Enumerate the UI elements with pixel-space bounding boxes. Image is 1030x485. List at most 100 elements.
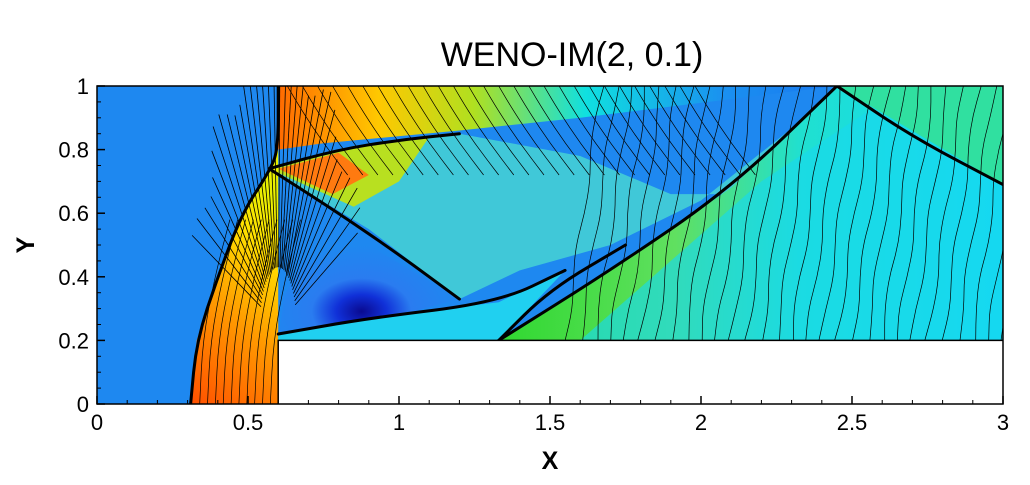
contour-right-line — [975, 86, 1003, 341]
contour-fan-line — [191, 235, 262, 307]
contour-right-line — [622, 86, 660, 341]
shock-lines — [189, 86, 1003, 404]
contour-top-line — [619, 86, 681, 176]
contour-bow-line — [230, 219, 262, 404]
contour-right-line — [869, 86, 907, 341]
x-tick-label: 0 — [91, 410, 103, 435]
y-axis: 0 0.2 0.4 0.6 0.8 1 — [58, 74, 105, 417]
forward-facing-step — [278, 340, 1003, 404]
y-tick-label: 0.2 — [58, 328, 89, 353]
contour-top-line — [453, 86, 515, 176]
expansion-shock — [267, 167, 461, 301]
contour-bow-line — [215, 219, 246, 404]
contour-fan-line — [246, 86, 273, 271]
contour-right-line — [597, 86, 633, 341]
contour-right-line — [714, 86, 750, 341]
contour-right-line — [762, 86, 801, 341]
contour-top-line — [483, 86, 545, 176]
contour-fan-line — [279, 86, 288, 268]
contour-top-line — [347, 86, 409, 176]
contour-fan-line — [260, 86, 275, 269]
contour-bow-line — [246, 219, 278, 404]
contour-top-line — [634, 86, 696, 176]
contour-fan-line — [290, 136, 337, 284]
region-bow — [190, 149, 279, 404]
contour-top-line — [543, 86, 605, 176]
region-upper-right — [836, 86, 1003, 185]
contour-bow-line — [199, 219, 231, 404]
contour-fan-line — [291, 159, 338, 287]
region-corner-fan — [278, 219, 460, 341]
contour-fan-line — [286, 95, 316, 274]
contour-right-line — [909, 86, 947, 341]
contour-bow-line — [207, 219, 239, 404]
contour-bow-line — [262, 219, 294, 404]
contour-fan-line — [293, 187, 358, 298]
contour-fan-line — [218, 114, 267, 282]
contour-bow-line — [238, 219, 270, 404]
contour-bow-line — [269, 219, 301, 404]
contour-fan-line — [283, 86, 305, 271]
x-tick-label: 1.5 — [535, 410, 566, 435]
contour-right-line — [884, 86, 919, 341]
contour-top-line — [558, 86, 620, 176]
contour-fan-line — [242, 86, 272, 273]
contour-fan-line — [239, 104, 270, 275]
contour-fan-line — [293, 177, 351, 294]
chart-title: WENO-IM(2, 0.1) — [441, 36, 704, 74]
contour-fan-line — [292, 171, 343, 291]
y-tick-label: 1 — [77, 74, 89, 99]
x-tick-label: 3 — [997, 410, 1009, 435]
contact-line — [276, 268, 567, 336]
contour-right-line — [793, 86, 828, 341]
contour-right-line — [941, 86, 982, 341]
x-tick-label: 2 — [695, 410, 707, 435]
mach-stem-reflection — [267, 132, 461, 171]
y-tick-label: 0 — [77, 392, 89, 417]
contour-right-line — [701, 86, 736, 341]
bow-shock — [189, 86, 280, 404]
contour-right-line — [582, 86, 620, 341]
contour-right-line — [959, 86, 998, 341]
contour-top-line — [498, 86, 560, 176]
contour-right-line — [805, 86, 841, 341]
y-axis-title: Y — [12, 236, 40, 253]
y-tick-label: 0.8 — [58, 138, 89, 163]
reflected-shock-lower — [497, 243, 627, 342]
contour-top-line — [332, 86, 394, 176]
contour-bow-line — [222, 219, 254, 404]
step-outline — [277, 339, 1003, 404]
contour-top-line — [302, 86, 364, 176]
x-tick-label: 1 — [393, 410, 405, 435]
x-axis: 0 0.5 1 1.5 2 2.5 3 — [91, 396, 1009, 435]
y-tick-label: 0.4 — [58, 265, 89, 290]
contour-right-line — [727, 86, 767, 341]
y-tick-label: 0.6 — [58, 201, 89, 226]
reflected-shock-upper — [497, 86, 839, 342]
x-axis-title: X — [542, 447, 559, 475]
contour-fan-line — [294, 232, 358, 306]
contour-top-line — [664, 86, 726, 176]
contour-fan-line — [288, 91, 332, 278]
contour-top-line — [422, 86, 484, 176]
contour-right-line — [834, 86, 875, 341]
contour-top-line — [528, 86, 590, 176]
contour-fan-line — [294, 207, 361, 302]
top-reflected — [835, 86, 1003, 187]
contour-right-line — [818, 86, 857, 341]
contour-top-line — [377, 86, 439, 176]
contour-fan-line — [284, 95, 309, 272]
contour-right-line — [744, 86, 785, 341]
contour-top-line — [649, 86, 711, 176]
contour-top-line — [604, 86, 666, 176]
contour-fan-line — [204, 207, 263, 300]
contour-right-line — [1000, 86, 1003, 341]
contour-right-line — [637, 86, 677, 341]
region-right-cyan — [580, 101, 1003, 341]
contour-fan-line — [280, 86, 294, 269]
region-fan — [269, 86, 837, 300]
contour-top-line — [573, 86, 635, 176]
contour-top-line — [588, 86, 650, 176]
contour-bow-line — [254, 219, 286, 404]
